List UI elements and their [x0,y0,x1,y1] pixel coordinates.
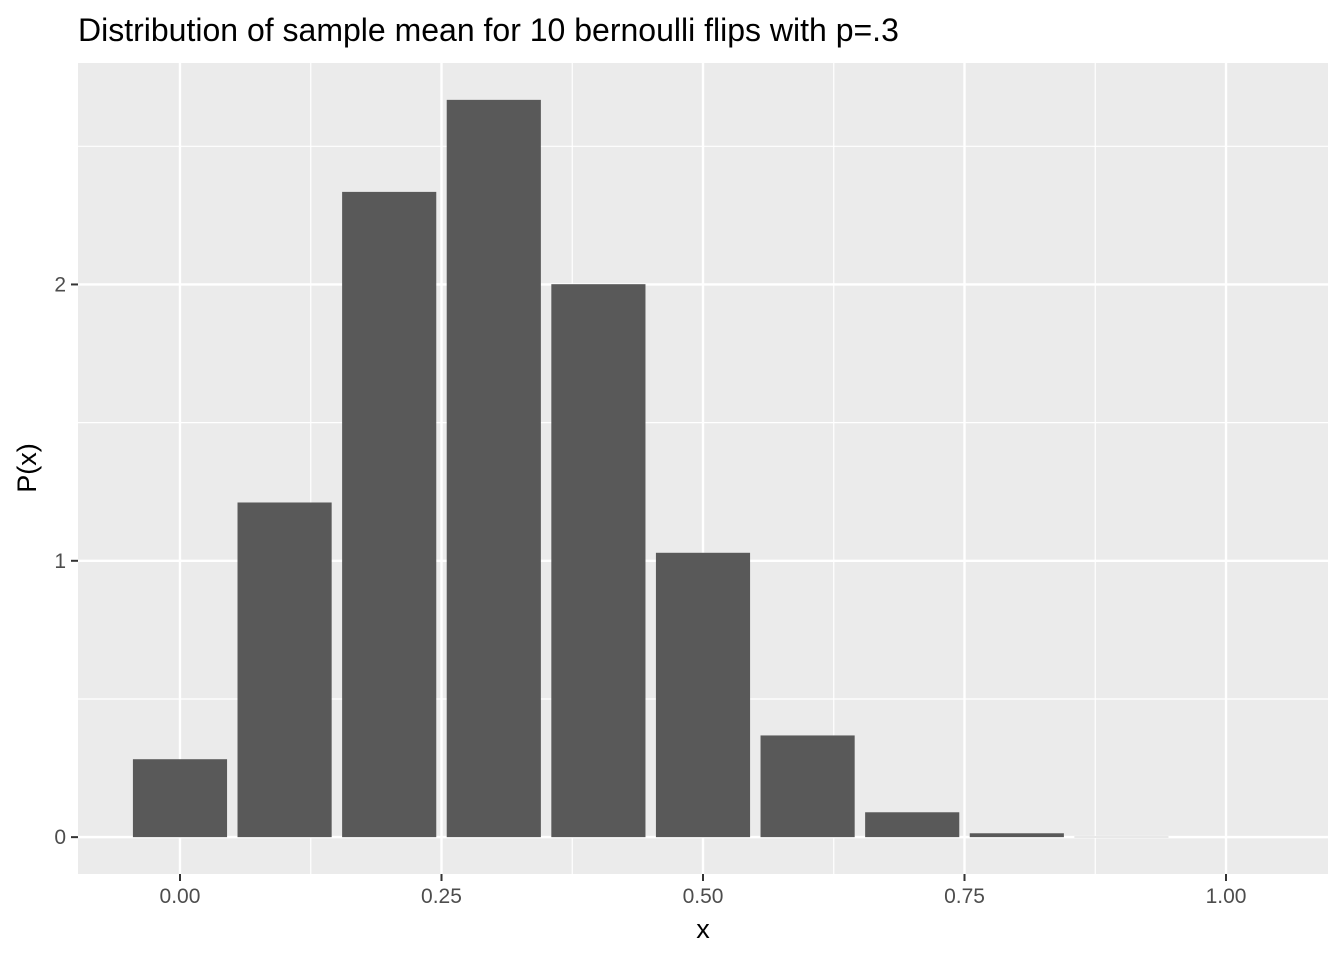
bar [237,502,332,838]
chart-title: Distribution of sample mean for 10 berno… [78,12,899,48]
bar [760,735,855,838]
y-axis-title: P(x) [12,443,42,493]
bar [342,191,437,838]
y-tick-label: 2 [54,273,66,296]
bar [655,552,751,838]
bar [969,833,1064,838]
x-tick-label: 0.25 [421,885,462,908]
x-tick-label: 1.00 [1206,885,1247,908]
y-axis: 0 1 2 [54,273,78,849]
bar [551,284,646,838]
bars [132,99,1169,838]
y-tick-label: 0 [54,826,66,849]
x-axis: 0.00 0.25 0.50 0.75 1.00 [160,874,1247,908]
y-tick-label: 1 [54,550,66,573]
x-tick-label: 0.50 [683,885,724,908]
x-axis-title: x [696,914,710,944]
x-tick-label: 0.75 [944,885,985,908]
bar [446,99,541,838]
x-tick-label: 0.00 [160,885,201,908]
bar [132,759,228,838]
bar [865,812,960,838]
